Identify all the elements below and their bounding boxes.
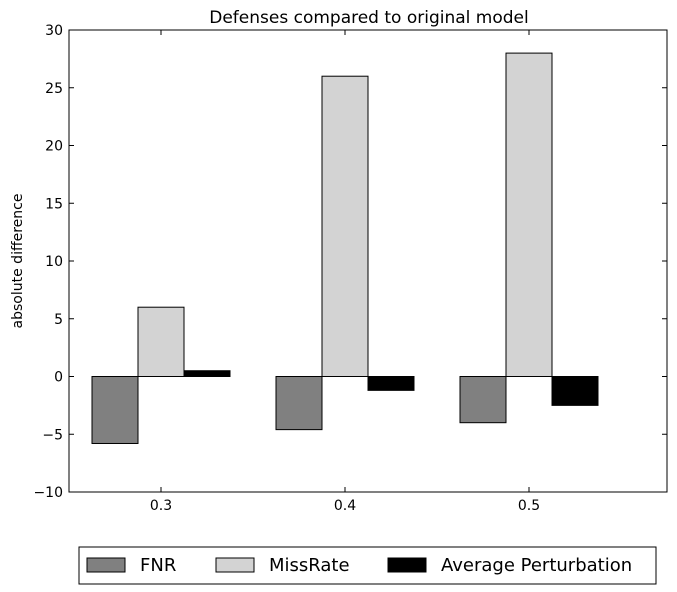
legend-swatch-fnr <box>86 557 126 573</box>
y-tick-label: 30 <box>45 23 63 39</box>
legend-box <box>78 546 657 585</box>
legend-label-average-perturbation: Average Perturbation <box>441 555 632 576</box>
y-axis-label: absolute difference <box>10 194 26 329</box>
chart-title: Defenses compared to original model <box>209 8 528 28</box>
y-tick-label: 0 <box>54 370 63 386</box>
bar-missrate-0.4 <box>321 75 369 377</box>
x-tick-label: 0.5 <box>518 498 540 514</box>
y-tick-label: 15 <box>45 196 63 212</box>
y-tick-label: 5 <box>54 312 63 328</box>
bar-average-perturbation-0.5 <box>551 376 599 406</box>
y-tick-label: −5 <box>42 427 63 443</box>
legend-swatch-missrate <box>215 557 255 573</box>
legend: FNR MissRate Average Perturbation <box>78 546 657 585</box>
legend-label-fnr: FNR <box>140 555 176 576</box>
bar-fnr-0.3 <box>91 376 139 444</box>
bar-missrate-0.5 <box>505 52 553 377</box>
bar-fnr-0.5 <box>459 376 507 424</box>
plot-area: −10 −5 0 5 10 15 20 25 30 0.3 0.4 0.5 <box>33 23 668 514</box>
y-tick-label: 20 <box>45 139 63 155</box>
bar-fnr-0.4 <box>275 376 323 431</box>
y-tick-label: −10 <box>33 485 63 501</box>
legend-swatch-average-perturbation <box>387 557 427 573</box>
bar-missrate-0.3 <box>137 306 185 378</box>
y-tick-label: 10 <box>45 254 63 270</box>
legend-label-missrate: MissRate <box>269 555 350 576</box>
y-tick-label: 25 <box>45 81 63 97</box>
x-tick-label: 0.4 <box>334 498 356 514</box>
bar-average-perturbation-0.4 <box>367 376 415 391</box>
x-tick-label: 0.3 <box>150 498 172 514</box>
bar-average-perturbation-0.3 <box>183 370 231 378</box>
